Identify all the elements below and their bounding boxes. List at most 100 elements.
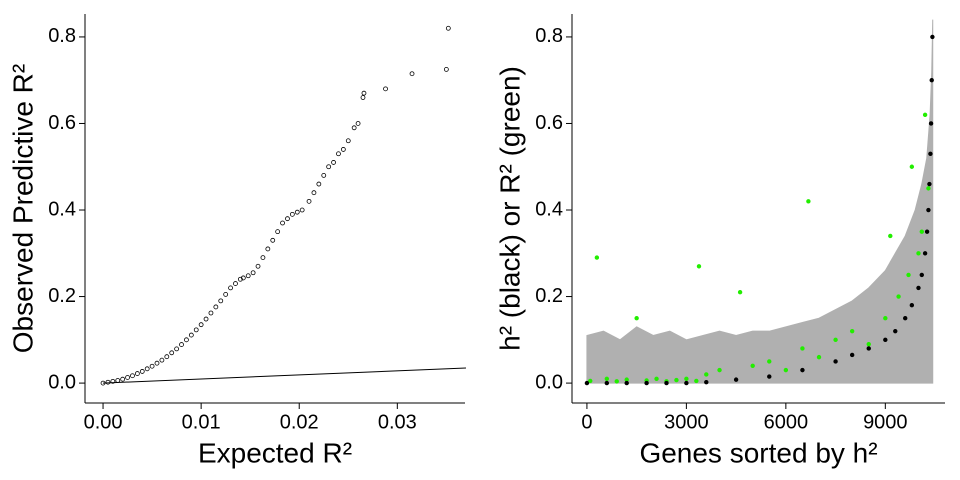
point [383,86,388,92]
point [883,337,888,343]
x-tick-label: 3000 [664,411,709,433]
point [594,255,600,260]
point [289,211,295,217]
point [604,380,610,386]
x-tick-label: 0 [581,411,592,433]
point [926,186,931,191]
point [409,71,415,77]
point [285,216,290,222]
point [928,151,933,156]
point [198,322,204,328]
point [240,275,246,281]
point [105,379,111,385]
point [120,376,126,382]
point [228,285,233,291]
point [927,181,932,187]
point [696,264,702,269]
point [866,341,871,347]
y-tick-label: 0.2 [535,285,563,307]
y-axis-label: h² (black) or R² (green) [494,66,525,351]
y-tick-label: 0.6 [535,112,563,134]
point [750,363,755,368]
point [903,315,908,321]
x-axis-label: Expected R² [198,437,352,468]
point [345,138,351,144]
point [654,376,659,381]
point [255,263,261,269]
point [134,371,140,376]
point [704,372,709,377]
point [125,375,130,380]
point [588,378,593,384]
y-tick-label: 0.0 [535,371,563,393]
point [169,350,175,356]
point [614,379,619,384]
point [213,304,219,310]
x-tick-label: 0.02 [280,411,319,433]
point [245,273,251,279]
point [684,376,689,381]
point [926,207,931,213]
point [893,328,898,334]
area [586,19,934,384]
y-tick-label: 0.0 [48,371,76,393]
point [800,367,805,373]
point [443,66,449,72]
x-tick-label: 6000 [764,411,809,433]
point [331,160,336,165]
point [694,378,699,384]
point [164,354,170,360]
point [208,310,214,316]
point [806,199,811,204]
point [299,207,305,213]
point [110,378,116,384]
point [355,121,361,126]
point [737,290,743,295]
point [849,328,855,334]
point [321,172,327,178]
point [188,332,194,338]
point [223,291,229,297]
y-tick-label: 0.8 [535,25,563,47]
point [326,164,332,170]
point [919,272,924,278]
point [833,337,838,343]
point [909,164,915,169]
point [144,366,150,372]
y-tick-label: 0.4 [48,198,76,220]
point [833,359,838,364]
point [767,374,772,379]
point [888,233,893,239]
point [445,25,451,31]
point [159,357,165,363]
point [139,369,145,374]
point [849,352,855,358]
point [294,209,300,215]
point [916,285,921,291]
point [800,346,805,351]
point [115,378,121,383]
point [316,181,322,187]
point [237,276,243,282]
point [674,377,679,383]
point [218,298,224,304]
point [130,373,135,379]
x-tick-label: 0.03 [378,411,417,433]
point [306,198,312,204]
point [340,147,346,152]
point [203,316,209,322]
point [265,246,271,252]
point [184,337,189,343]
point [624,380,629,386]
point [604,376,610,381]
point [924,229,930,234]
line [103,367,467,384]
point [922,112,928,118]
point [270,237,276,243]
point [361,90,367,96]
x-axis-label: Genes sorted by h² [639,437,877,468]
point [919,229,924,234]
point [360,95,366,100]
point [174,346,180,352]
